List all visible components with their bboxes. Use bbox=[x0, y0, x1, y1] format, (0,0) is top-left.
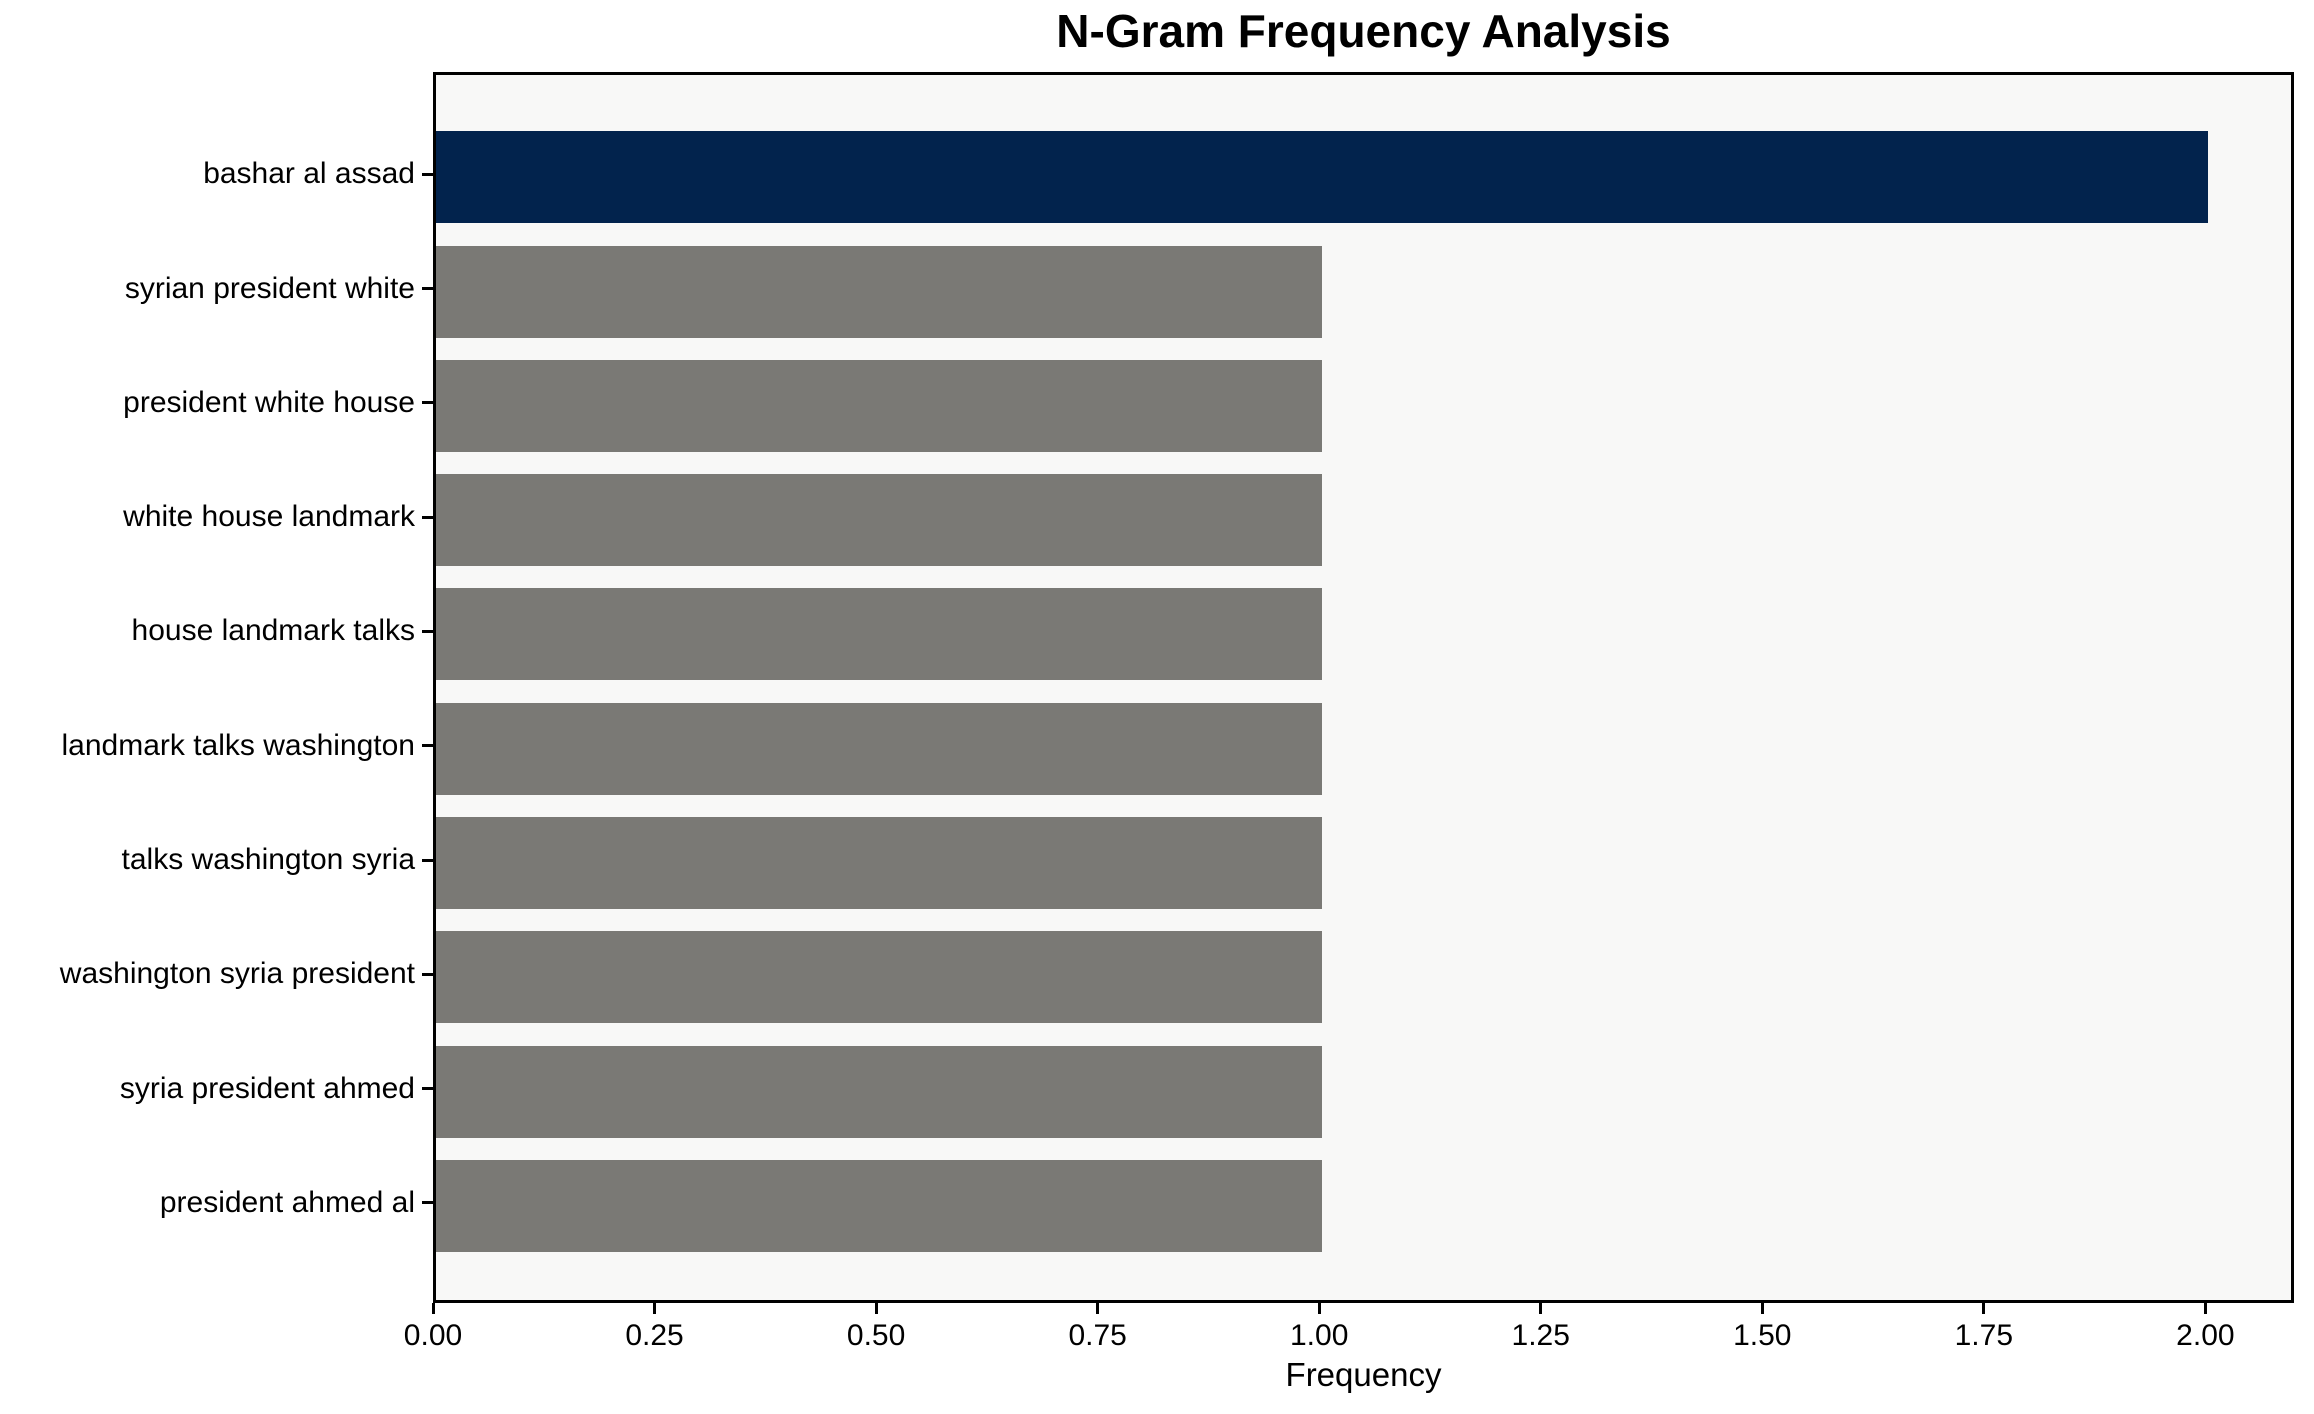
x-tick-label: 0.50 bbox=[846, 1319, 906, 1352]
y-tick bbox=[422, 1087, 433, 1091]
y-axis-label: washington syria president bbox=[59, 957, 415, 991]
y-axis-label: president ahmed al bbox=[159, 1185, 415, 1219]
bar bbox=[436, 359, 1323, 452]
bar bbox=[436, 1045, 1323, 1138]
x-tick-label: 0.25 bbox=[625, 1319, 684, 1352]
y-tick bbox=[422, 515, 433, 519]
y-axis-label: syrian president white bbox=[124, 271, 415, 305]
y-axis-label: bashar al assad bbox=[203, 157, 415, 191]
x-tick bbox=[1317, 1303, 1321, 1314]
bar bbox=[436, 702, 1323, 795]
x-tick bbox=[1539, 1303, 1543, 1314]
x-tick-label: 1.50 bbox=[1733, 1319, 1792, 1352]
y-axis-label: president white house bbox=[123, 385, 415, 419]
y-tick bbox=[422, 401, 433, 405]
bar bbox=[436, 474, 1323, 567]
x-tick bbox=[1760, 1303, 1764, 1314]
x-axis-label: Frequency bbox=[1285, 1356, 1442, 1393]
x-tick bbox=[653, 1303, 657, 1314]
y-tick bbox=[422, 172, 433, 176]
bar bbox=[436, 931, 1323, 1024]
x-tick bbox=[1096, 1303, 1100, 1314]
x-tick bbox=[1982, 1303, 1986, 1314]
chart-title: N-Gram Frequency Analysis bbox=[1056, 5, 1671, 57]
y-axis-label: syria president ahmed bbox=[119, 1071, 415, 1105]
x-tick-label: 1.00 bbox=[1289, 1319, 1349, 1352]
bar bbox=[436, 245, 1323, 338]
y-tick bbox=[422, 972, 433, 976]
y-tick bbox=[422, 858, 433, 862]
y-axis-label: talks washington syria bbox=[121, 843, 415, 876]
x-tick bbox=[2203, 1303, 2207, 1314]
bar bbox=[436, 817, 1323, 909]
y-axis-label: house landmark talks bbox=[131, 614, 415, 648]
y-tick bbox=[422, 629, 433, 633]
y-axis-label: white house landmark bbox=[123, 500, 415, 534]
x-tick-label: 1.25 bbox=[1511, 1319, 1570, 1352]
y-tick bbox=[422, 287, 433, 290]
bar bbox=[436, 588, 1323, 681]
x-tick bbox=[874, 1303, 878, 1314]
x-tick-label: 2.00 bbox=[2176, 1319, 2235, 1352]
y-axis-label: landmark talks washington bbox=[61, 728, 415, 762]
y-tick bbox=[422, 744, 433, 748]
bar bbox=[436, 131, 2209, 224]
y-tick bbox=[422, 1201, 433, 1205]
x-tick-label: 0.00 bbox=[403, 1319, 463, 1352]
bar bbox=[436, 1159, 1323, 1252]
x-tick-label: 1.75 bbox=[1954, 1319, 2014, 1352]
x-tick bbox=[431, 1303, 435, 1314]
plot-area bbox=[433, 72, 2294, 1303]
x-tick-label: 0.75 bbox=[1068, 1319, 1127, 1352]
